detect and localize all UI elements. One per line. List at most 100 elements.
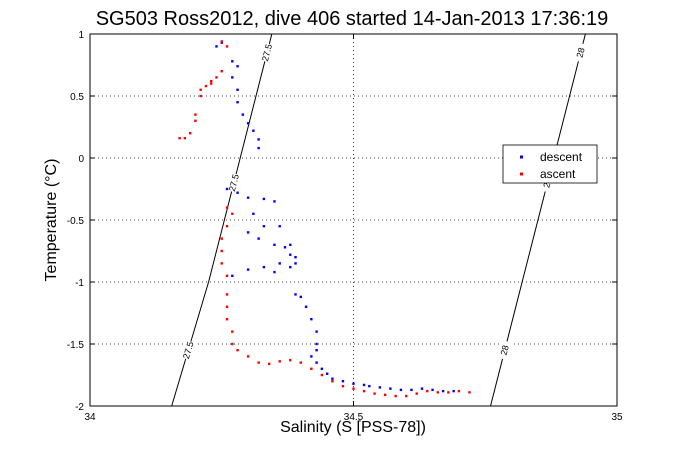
- ascent-point: [225, 206, 229, 209]
- chart-title: SG503 Ross2012, dive 406 started 14-Jan-…: [96, 8, 609, 30]
- y-tick-label: -1.5: [67, 340, 85, 351]
- isopycnal-label: 27.5: [260, 43, 274, 62]
- descent-point: [420, 387, 424, 390]
- ascent-point: [210, 82, 213, 85]
- ascent-point: [199, 94, 202, 98]
- ascent-point: [225, 318, 229, 321]
- descent-point: [315, 361, 318, 364]
- data-markers: [178, 40, 471, 398]
- descent-point: [389, 387, 392, 390]
- ascent-point: [257, 361, 260, 364]
- descent-point: [289, 265, 292, 269]
- descent-point: [431, 388, 434, 392]
- ascent-point: [383, 393, 387, 397]
- descent-point: [246, 196, 250, 199]
- isopycnal-label-bg: [497, 340, 512, 361]
- y-tick-label: 0.5: [70, 92, 84, 103]
- isopycnal-label-bg: [573, 42, 588, 63]
- x-axis-label: Salinity (S [PSS-78]): [280, 419, 426, 436]
- ascent-point: [188, 132, 192, 135]
- y-tick-label: -1: [75, 278, 84, 289]
- descent-point: [257, 146, 260, 150]
- ascent-point: [267, 362, 271, 366]
- ascent-point: [426, 389, 429, 393]
- x-tick-label: 35: [611, 412, 623, 423]
- ascent-point: [220, 237, 223, 240]
- descent-point: [294, 262, 297, 265]
- ascent-point: [225, 45, 229, 48]
- descent-point: [399, 388, 403, 392]
- descent-point: [225, 187, 229, 191]
- descent-point: [452, 389, 455, 393]
- isopycnal-label-bg: [180, 340, 196, 361]
- ascent-point: [225, 225, 229, 228]
- ascent-point: [310, 367, 313, 370]
- ascent-point: [415, 392, 418, 395]
- descent-point: [410, 388, 413, 392]
- descent-point: [310, 318, 313, 321]
- descent-point: [236, 191, 239, 194]
- descent-point: [378, 386, 382, 389]
- descent-point: [241, 113, 245, 116]
- isopycnal-label: 27.5: [227, 173, 241, 192]
- descent-point: [246, 231, 250, 234]
- x-tick-label: 34.5: [344, 412, 364, 423]
- ascent-point: [194, 113, 197, 116]
- descent-point: [315, 349, 318, 352]
- y-tick-label: -2: [75, 402, 84, 413]
- isopycnal-label: 28: [499, 344, 511, 356]
- descent-point: [262, 197, 266, 201]
- ascent-point: [194, 119, 197, 122]
- descent-point: [310, 355, 313, 358]
- ascent-point: [231, 212, 234, 215]
- y-tick-label: 1: [78, 30, 84, 41]
- descent-point: [262, 265, 266, 269]
- ascent-point: [215, 76, 218, 79]
- descent-point: [315, 330, 318, 333]
- ascent-point: [278, 360, 281, 363]
- descent-legend-label: descent: [540, 150, 583, 164]
- ascent-point: [220, 40, 223, 43]
- ascent-point: [436, 391, 440, 394]
- y-tick-label: 0: [78, 154, 84, 165]
- legend: descent ascent: [502, 144, 598, 184]
- ascent-point: [225, 274, 229, 277]
- plot-area: [90, 34, 617, 406]
- ascent-point: [225, 305, 229, 308]
- axis-ticks: 34 34.5 35 -2 -1.5 -1 -0.5 0 0.5 1: [67, 30, 623, 423]
- descent-point: [289, 253, 292, 256]
- descent-point: [252, 129, 255, 132]
- ascent-legend-marker: [520, 172, 523, 176]
- ascent-point: [405, 394, 408, 398]
- descent-legend-marker: [520, 155, 523, 159]
- descent-point: [273, 270, 276, 274]
- ascent-legend-label: ascent: [540, 167, 576, 181]
- descent-point: [441, 389, 445, 393]
- ascent-point: [447, 391, 450, 394]
- descent-point: [252, 212, 255, 215]
- ascent-point: [231, 342, 234, 346]
- descent-point: [257, 138, 260, 141]
- ascent-point: [468, 391, 471, 394]
- descent-point: [341, 380, 345, 383]
- descent-point: [236, 101, 239, 104]
- isopycnal-label: 28: [575, 47, 587, 59]
- ascent-point: [331, 380, 334, 383]
- ascent-point: [320, 373, 324, 377]
- descent-point: [257, 237, 260, 240]
- ascent-point: [236, 349, 239, 352]
- descent-point: [236, 65, 239, 68]
- ascent-point: [183, 136, 187, 140]
- descent-point: [273, 200, 276, 203]
- descent-point: [289, 243, 292, 246]
- descent-point: [231, 76, 234, 79]
- descent-point: [320, 367, 324, 370]
- descent-point: [325, 372, 329, 375]
- descent-point: [246, 268, 250, 271]
- legend-box: [502, 144, 598, 184]
- descent-point: [236, 88, 239, 91]
- descent-point: [278, 262, 281, 265]
- ascent-point: [394, 394, 397, 398]
- descent-point: [273, 243, 276, 246]
